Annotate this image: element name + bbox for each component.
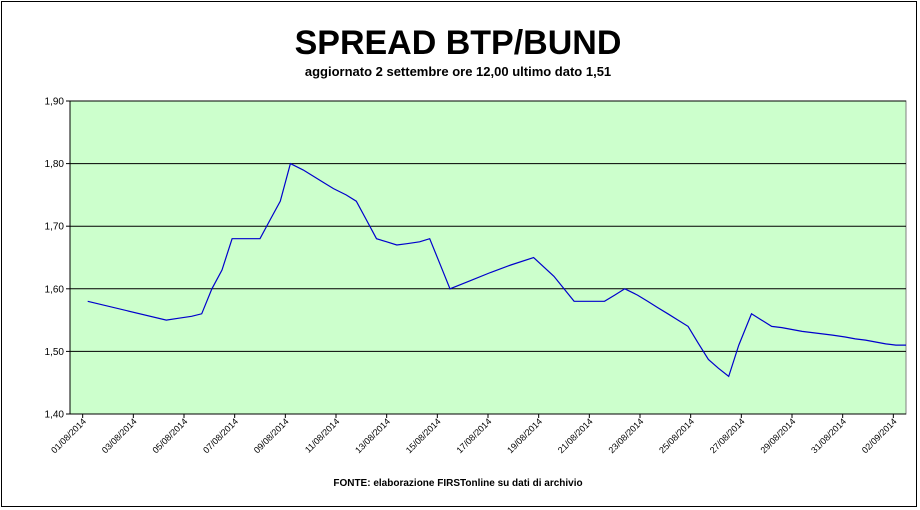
chart-title: SPREAD BTP/BUND bbox=[294, 24, 622, 62]
x-tick-label: 09/08/2014 bbox=[252, 416, 291, 455]
x-tick-label: 07/08/2014 bbox=[201, 416, 240, 455]
x-tick-label: 25/08/2014 bbox=[657, 416, 696, 455]
x-tick-label: 31/08/2014 bbox=[809, 416, 848, 455]
series-group bbox=[87, 162, 906, 378]
y-axis: 1,40 1,50 1,60 1,70 1,80 1,90 bbox=[45, 97, 71, 421]
x-tick-label: 17/08/2014 bbox=[454, 416, 493, 455]
x-tick-label: 11/08/2014 bbox=[303, 416, 341, 454]
chart-source-note: FONTE: elaborazione FIRSTonline su dati … bbox=[333, 478, 583, 489]
y-tick-label: 1,60 bbox=[45, 284, 65, 295]
x-tick-label: 05/08/2014 bbox=[150, 416, 189, 455]
gridlines bbox=[70, 100, 906, 352]
x-tick-label: 21/08/2014 bbox=[556, 416, 595, 455]
series-line bbox=[87, 162, 906, 378]
x-tick-label: 13/08/2014 bbox=[353, 416, 392, 455]
x-tick-label: 29/08/2014 bbox=[758, 416, 797, 455]
y-tick-label: 1,40 bbox=[45, 410, 65, 421]
x-tick-label: 01/08/2014 bbox=[49, 416, 88, 455]
y-tick-label: 1,90 bbox=[45, 97, 65, 108]
x-tick-label: 02/09/2014 bbox=[860, 416, 899, 455]
x-axis: 01/08/2014 03/08/2014 05/08/2014 07/08/2014… bbox=[49, 413, 906, 455]
plot-area bbox=[69, 100, 907, 415]
y-tick-label: 1,80 bbox=[45, 159, 65, 170]
y-tick-label: 1,50 bbox=[45, 347, 65, 358]
x-tick-label: 23/08/2014 bbox=[606, 416, 645, 455]
y-tick-label: 1,70 bbox=[45, 222, 65, 233]
x-tick-label: 15/08/2014 bbox=[404, 416, 443, 455]
x-tick-label: 19/08/2014 bbox=[505, 416, 544, 455]
x-tick-label: 03/08/2014 bbox=[100, 416, 139, 455]
chart-subtitle: aggiornato 2 settembre ore 12,00 ultimo … bbox=[304, 64, 612, 79]
x-tick-label: 27/08/2014 bbox=[708, 416, 747, 455]
